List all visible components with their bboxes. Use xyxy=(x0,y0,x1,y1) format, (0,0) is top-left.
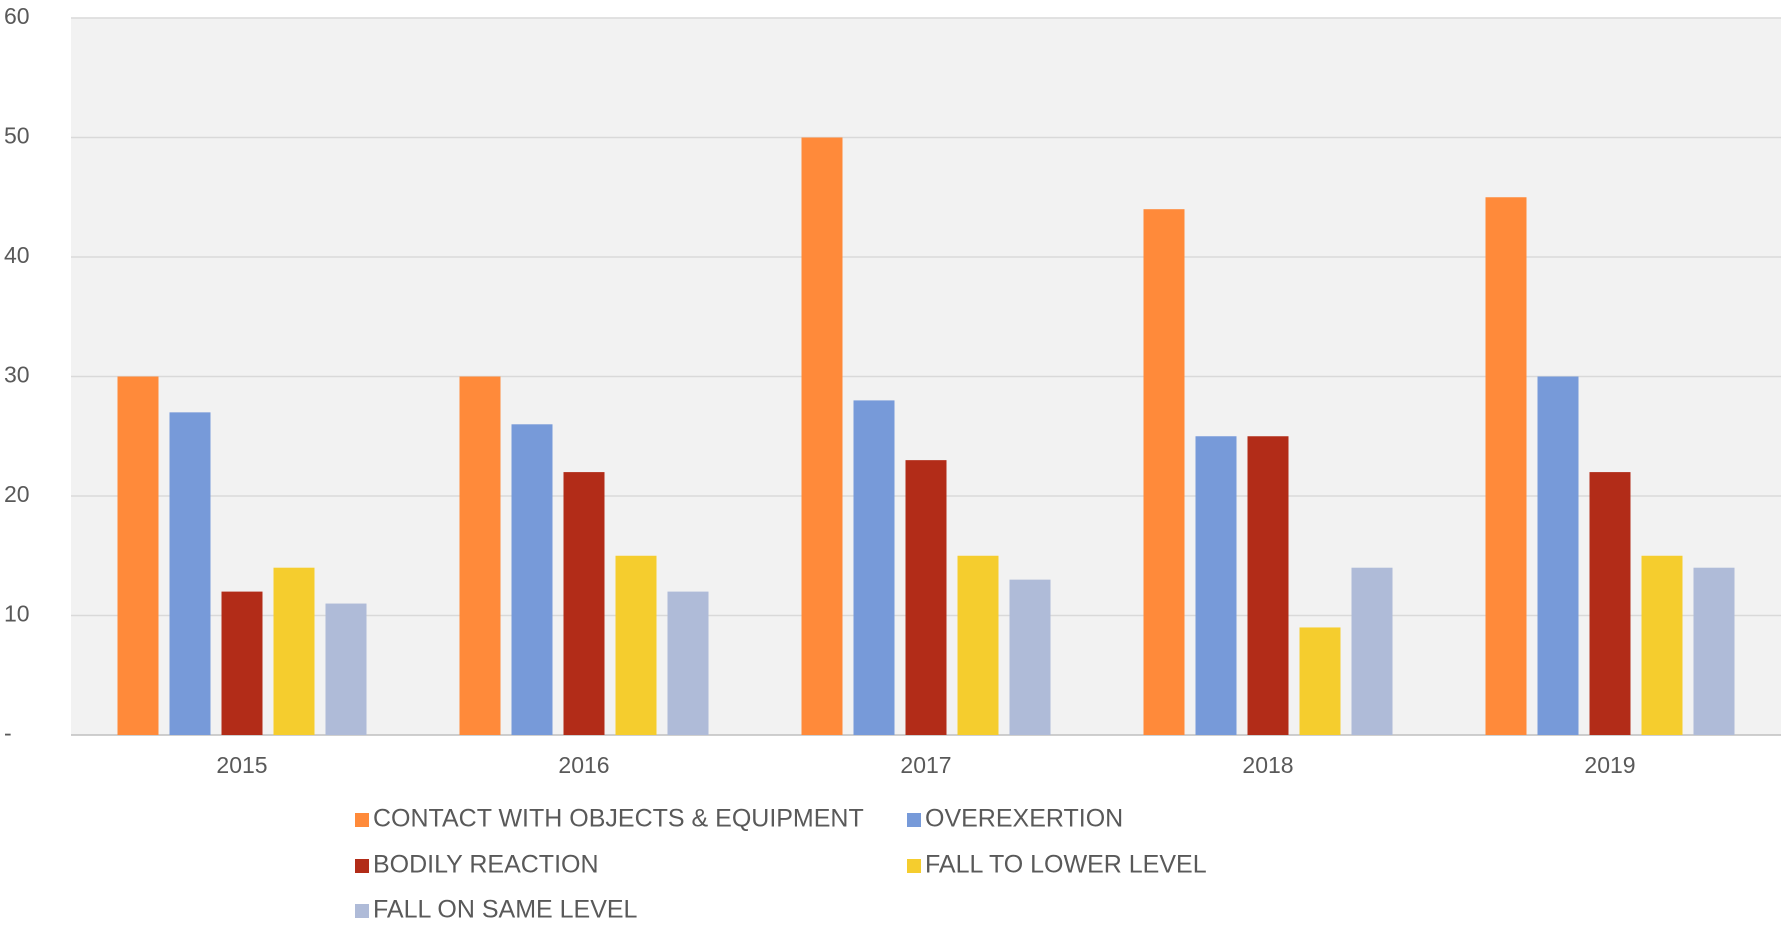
y-tick-label: 60 xyxy=(4,3,30,29)
x-tick-label: 2018 xyxy=(1242,752,1293,778)
bar xyxy=(1485,197,1527,735)
bar xyxy=(1693,567,1735,735)
bar xyxy=(801,137,843,735)
bar xyxy=(221,591,263,735)
y-tick-label: 30 xyxy=(4,362,30,388)
bar xyxy=(1299,627,1341,735)
x-tick-label: 2017 xyxy=(900,752,951,778)
legend-label: FALL TO LOWER LEVEL xyxy=(925,851,1207,879)
bar xyxy=(169,412,211,735)
legend-label: OVEREXERTION xyxy=(925,805,1123,833)
bar xyxy=(1589,472,1631,735)
y-tick-label: - xyxy=(4,720,12,746)
bar xyxy=(1195,436,1237,735)
y-tick-label: 20 xyxy=(4,481,30,507)
x-tick-label: 2015 xyxy=(216,752,267,778)
bar xyxy=(1641,555,1683,735)
bar xyxy=(511,424,553,735)
bar xyxy=(117,376,159,735)
bar xyxy=(1351,567,1393,735)
bar xyxy=(1247,436,1289,735)
y-tick-label: 10 xyxy=(4,601,30,627)
bar xyxy=(615,555,657,735)
x-tick-label: 2016 xyxy=(558,752,609,778)
bar xyxy=(853,400,895,735)
bar xyxy=(1009,579,1051,735)
legend-swatch xyxy=(355,813,369,827)
bar xyxy=(905,460,947,735)
legend-swatch xyxy=(907,813,921,827)
bar xyxy=(563,472,605,735)
legend-label: BODILY REACTION xyxy=(373,851,599,879)
bar xyxy=(273,567,315,735)
x-tick-label: 2019 xyxy=(1584,752,1635,778)
y-tick-label: 40 xyxy=(4,242,30,268)
legend-label: CONTACT WITH OBJECTS & EQUIPMENT xyxy=(373,805,864,833)
legend-swatch xyxy=(355,859,369,873)
legend-swatch xyxy=(355,904,369,918)
bar xyxy=(957,555,999,735)
legend-swatch xyxy=(907,859,921,873)
bar xyxy=(1143,209,1185,735)
bar xyxy=(667,591,709,735)
legend-label: FALL ON SAME LEVEL xyxy=(373,896,638,924)
bar xyxy=(459,376,501,735)
y-tick-label: 50 xyxy=(4,123,30,149)
bar xyxy=(1537,376,1579,735)
bar xyxy=(325,603,367,735)
